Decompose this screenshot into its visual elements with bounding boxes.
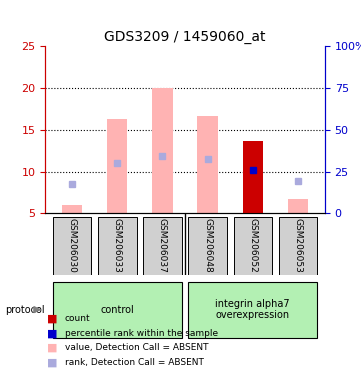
Text: GSM206048: GSM206048 [203, 218, 212, 273]
Text: count: count [65, 314, 91, 323]
FancyBboxPatch shape [53, 217, 91, 275]
FancyBboxPatch shape [53, 281, 182, 338]
FancyBboxPatch shape [98, 217, 136, 275]
Text: GSM206053: GSM206053 [293, 218, 302, 273]
Text: value, Detection Call = ABSENT: value, Detection Call = ABSENT [65, 343, 209, 353]
Text: GSM206037: GSM206037 [158, 218, 167, 273]
Bar [243, 141, 263, 214]
FancyBboxPatch shape [234, 217, 272, 275]
FancyBboxPatch shape [188, 217, 227, 275]
Text: GSM206030: GSM206030 [68, 218, 77, 273]
Bar [62, 205, 82, 214]
Text: ■: ■ [47, 358, 57, 367]
Title: GDS3209 / 1459060_at: GDS3209 / 1459060_at [104, 30, 266, 44]
Bar [107, 119, 127, 214]
FancyBboxPatch shape [279, 217, 317, 275]
FancyBboxPatch shape [143, 217, 182, 275]
Text: ■: ■ [47, 328, 57, 338]
Text: percentile rank within the sample: percentile rank within the sample [65, 329, 218, 338]
Bar [288, 199, 308, 214]
Bar [152, 88, 173, 214]
Text: ■: ■ [47, 314, 57, 324]
FancyBboxPatch shape [188, 281, 317, 338]
Text: ■: ■ [47, 343, 57, 353]
Text: rank, Detection Call = ABSENT: rank, Detection Call = ABSENT [65, 358, 204, 367]
Text: protocol: protocol [5, 305, 45, 314]
Text: GSM206052: GSM206052 [248, 218, 257, 273]
Text: GSM206033: GSM206033 [113, 218, 122, 273]
Bar [197, 116, 218, 214]
Bar [243, 141, 263, 214]
Text: control: control [100, 305, 134, 314]
Text: integrin alpha7
overexpression: integrin alpha7 overexpression [216, 299, 290, 320]
